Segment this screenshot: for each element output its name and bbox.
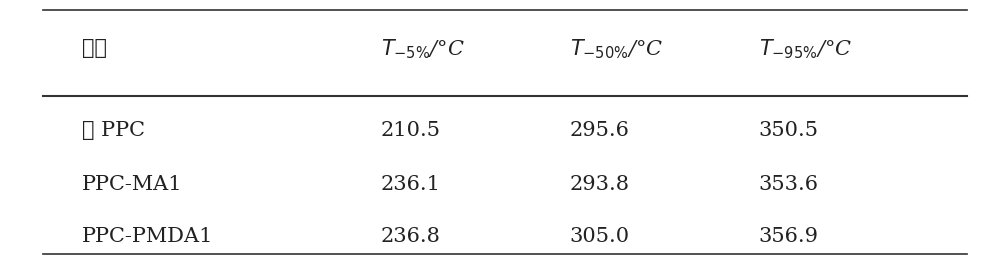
Text: 236.1: 236.1 [381, 175, 441, 194]
Text: 353.6: 353.6 [759, 175, 819, 194]
Text: 210.5: 210.5 [381, 122, 441, 140]
Text: $T_{-5\%}$/°C: $T_{-5\%}$/°C [381, 37, 464, 61]
Text: 356.9: 356.9 [759, 227, 819, 246]
Text: 236.8: 236.8 [381, 227, 441, 246]
Text: PPC-PMDA1: PPC-PMDA1 [82, 227, 214, 246]
Text: 293.8: 293.8 [570, 175, 630, 194]
Text: 305.0: 305.0 [570, 227, 630, 246]
Text: 纯 PPC: 纯 PPC [82, 122, 145, 140]
Text: $T_{-50\%}$/°C: $T_{-50\%}$/°C [570, 37, 663, 61]
Text: 样品: 样品 [82, 40, 107, 58]
Text: 295.6: 295.6 [570, 122, 629, 140]
Text: PPC-MA1: PPC-MA1 [82, 175, 183, 194]
Text: 350.5: 350.5 [759, 122, 819, 140]
Text: $T_{-95\%}$/°C: $T_{-95\%}$/°C [759, 37, 852, 61]
